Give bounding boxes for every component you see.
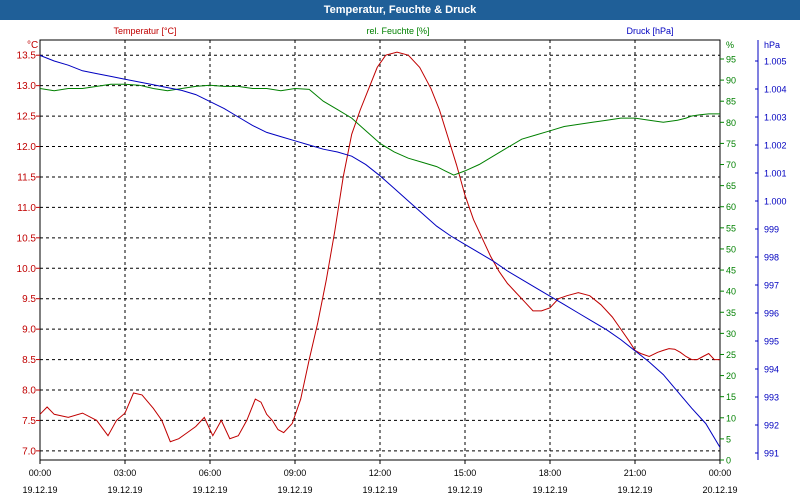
y-right-humidity-tick-label: 20 <box>726 371 736 381</box>
chart-title: Temperatur, Feuchte & Druck <box>323 4 477 16</box>
y-right-pressure-tick-label: 995 <box>764 337 779 347</box>
y-left-tick-label: 9.0 <box>22 325 36 336</box>
y-right-pressure-tick-label: 992 <box>764 421 779 431</box>
y-right-pressure-tick-label: 1.002 <box>764 141 787 151</box>
y-right-pressure-tick-label: 1.001 <box>764 169 787 179</box>
y-right-humidity-tick-label: 80 <box>726 118 736 128</box>
y-left-tick-label: 11.0 <box>17 203 36 214</box>
series-line-temperatur <box>39 51 720 443</box>
y-right-humidity-tick-label: 10 <box>726 413 736 423</box>
x-tick-label-date: 19.12.19 <box>617 485 652 495</box>
y-right-pressure-tick-label: 997 <box>764 281 779 291</box>
y-left-tick-label: 8.5 <box>22 355 36 366</box>
x-tick-label-date: 20.12.19 <box>702 485 737 495</box>
y-right-pressure-tick-label: 993 <box>764 393 779 403</box>
x-tick-label-time: 18:00 <box>539 468 562 478</box>
y-left-tick-label: 8.0 <box>22 386 36 397</box>
y-right-pressure-tick-label: 999 <box>764 225 779 235</box>
x-tick-label-time: 06:00 <box>199 468 222 478</box>
y-right-humidity-tick-label: 70 <box>726 160 736 170</box>
y-left-tick-label: 13.5 <box>17 51 37 62</box>
y-left-tick-label: 10.5 <box>17 233 37 244</box>
y-right-humidity-tick-label: 5 <box>726 434 731 444</box>
x-tick-label-date: 19.12.19 <box>447 485 482 495</box>
series-line-druck <box>39 54 721 448</box>
x-tick-label-date: 19.12.19 <box>277 485 312 495</box>
y-left-tick-label: 10.0 <box>17 264 37 275</box>
y-left-tick-label: 12.5 <box>17 112 37 123</box>
y-right-humidity-tick-label: 60 <box>726 202 736 212</box>
y-right-pressure-tick-label: 991 <box>764 449 779 459</box>
y-left-tick-label: 11.5 <box>17 172 36 183</box>
chart-title-bar: Temperatur, Feuchte & Druck <box>0 0 800 20</box>
y-left-unit: °C <box>27 40 38 51</box>
y-left-tick-label: 9.5 <box>22 294 36 305</box>
y-right-humidity-tick-label: 90 <box>726 76 736 86</box>
y-right-humidity-tick-label: 65 <box>726 181 736 191</box>
y-right-humidity-tick-label: 45 <box>726 266 736 276</box>
y-right-pressure-tick-label: 994 <box>764 365 779 375</box>
y-left-tick-label: 7.0 <box>22 446 36 457</box>
x-tick-label-time: 21:00 <box>624 468 647 478</box>
y-right-pressure-tick-label: 1.005 <box>764 57 787 67</box>
y-right-pressure-tick-label: 1.003 <box>764 113 787 123</box>
y-right-humidity-tick-label: 95 <box>726 54 736 64</box>
y-right-pressure-unit: hPa <box>764 40 780 50</box>
x-tick-label-time: 00:00 <box>29 468 52 478</box>
x-tick-label-time: 12:00 <box>369 468 392 478</box>
x-tick-label-time: 09:00 <box>284 468 307 478</box>
y-right-humidity-tick-label: 50 <box>726 244 736 254</box>
y-right-humidity-tick-label: 25 <box>726 350 736 360</box>
x-tick-label-date: 19.12.19 <box>107 485 142 495</box>
legend-feuchte: rel. Feuchte [%] <box>366 26 429 36</box>
series-line-feuchte <box>39 83 720 176</box>
x-tick-label-date: 19.12.19 <box>362 485 397 495</box>
y-right-humidity-tick-label: 75 <box>726 139 736 149</box>
y-right-pressure-tick-label: 1.004 <box>764 85 787 95</box>
x-tick-label-time: 03:00 <box>114 468 137 478</box>
y-right-pressure-tick-label: 998 <box>764 253 779 263</box>
x-tick-label-time: 00:00 <box>709 468 732 478</box>
y-right-humidity-tick-label: 55 <box>726 223 736 233</box>
y-right-humidity-tick-label: 30 <box>726 329 736 339</box>
x-tick-label-date: 19.12.19 <box>532 485 567 495</box>
y-right-humidity-tick-label: 35 <box>726 308 736 318</box>
y-left-tick-label: 12.0 <box>17 142 37 153</box>
x-tick-label-date: 19.12.19 <box>22 485 57 495</box>
y-right-humidity-unit: % <box>726 40 734 50</box>
y-right-pressure-tick-label: 1.000 <box>764 197 787 207</box>
y-right-humidity-tick-label: 15 <box>726 392 736 402</box>
chart-canvas: 00:00 19.12.19 03:00 19.12.19 06:00 19.12.19 0… <box>17 26 787 495</box>
legend-temperatur: Temperatur [°C] <box>113 26 176 36</box>
y-right-humidity-tick-label: 40 <box>726 287 736 297</box>
x-tick-label-date: 19.12.19 <box>192 485 227 495</box>
y-right-humidity-tick-label: 85 <box>726 97 736 107</box>
y-left-tick-label: 7.5 <box>22 416 36 427</box>
y-right-pressure-tick-label: 996 <box>764 309 779 319</box>
y-right-humidity-tick-label: 0 <box>726 456 731 466</box>
x-tick-label-time: 15:00 <box>454 468 477 478</box>
legend-druck: Druck [hPa] <box>626 26 673 36</box>
y-left-tick-label: 13.0 <box>17 81 37 92</box>
